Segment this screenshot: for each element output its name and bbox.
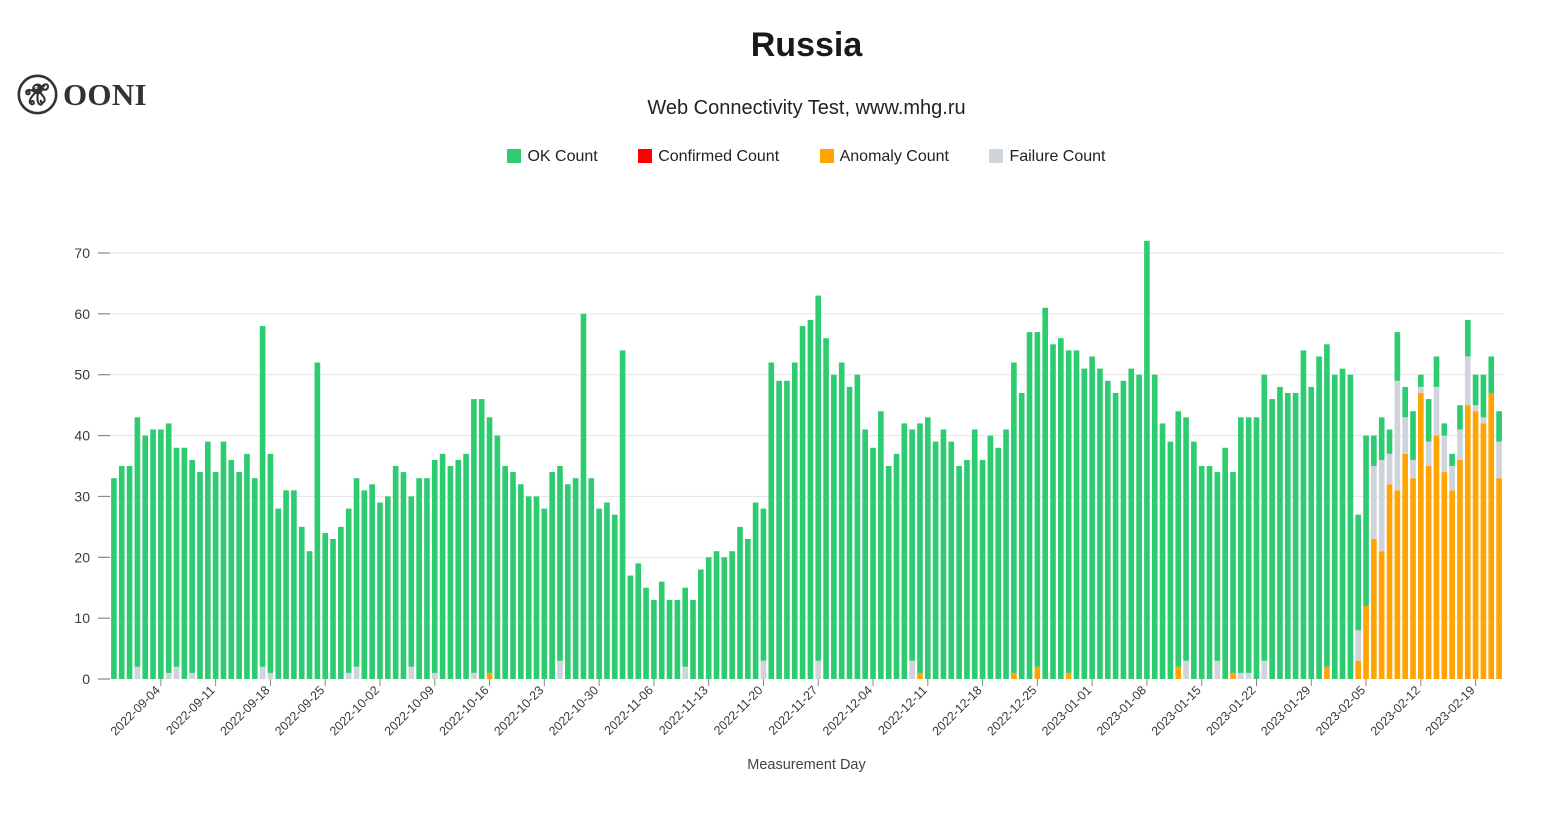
svg-text:10: 10 bbox=[74, 610, 90, 626]
svg-text:50: 50 bbox=[74, 367, 90, 383]
svg-text:2023-01-29: 2023-01-29 bbox=[1258, 683, 1313, 738]
svg-text:2022-12-25: 2022-12-25 bbox=[984, 683, 1039, 738]
svg-text:2022-12-18: 2022-12-18 bbox=[930, 683, 985, 738]
svg-text:2022-12-04: 2022-12-04 bbox=[820, 683, 875, 738]
svg-text:2022-10-16: 2022-10-16 bbox=[437, 683, 492, 738]
svg-text:2023-01-01: 2023-01-01 bbox=[1039, 683, 1094, 738]
svg-text:2023-01-22: 2023-01-22 bbox=[1203, 683, 1258, 738]
svg-text:2022-10-30: 2022-10-30 bbox=[546, 683, 601, 738]
svg-text:2022-12-11: 2022-12-11 bbox=[875, 683, 929, 737]
svg-text:60: 60 bbox=[74, 306, 90, 322]
svg-text:2023-01-15: 2023-01-15 bbox=[1149, 683, 1204, 738]
svg-text:2023-02-05: 2023-02-05 bbox=[1313, 683, 1368, 738]
svg-text:40: 40 bbox=[74, 428, 90, 444]
svg-text:2022-10-02: 2022-10-02 bbox=[327, 683, 382, 738]
svg-text:2022-11-20: 2022-11-20 bbox=[711, 683, 765, 737]
svg-text:2022-09-11: 2022-09-11 bbox=[163, 683, 217, 737]
svg-text:2023-02-19: 2023-02-19 bbox=[1423, 683, 1478, 738]
svg-text:2022-09-04: 2022-09-04 bbox=[108, 683, 163, 738]
svg-text:2022-11-06: 2022-11-06 bbox=[602, 683, 656, 737]
svg-text:0: 0 bbox=[82, 671, 90, 687]
svg-text:2022-11-13: 2022-11-13 bbox=[656, 683, 710, 737]
svg-text:2022-09-18: 2022-09-18 bbox=[217, 683, 272, 738]
svg-text:20: 20 bbox=[74, 549, 90, 565]
svg-text:2022-09-25: 2022-09-25 bbox=[272, 683, 327, 738]
svg-text:2022-10-23: 2022-10-23 bbox=[491, 683, 546, 738]
svg-text:2022-10-09: 2022-10-09 bbox=[382, 683, 437, 738]
svg-text:2022-11-27: 2022-11-27 bbox=[766, 683, 820, 737]
svg-text:30: 30 bbox=[74, 488, 90, 504]
svg-text:2023-02-12: 2023-02-12 bbox=[1368, 683, 1423, 738]
svg-text:70: 70 bbox=[74, 245, 90, 261]
svg-text:2023-01-08: 2023-01-08 bbox=[1094, 683, 1149, 738]
